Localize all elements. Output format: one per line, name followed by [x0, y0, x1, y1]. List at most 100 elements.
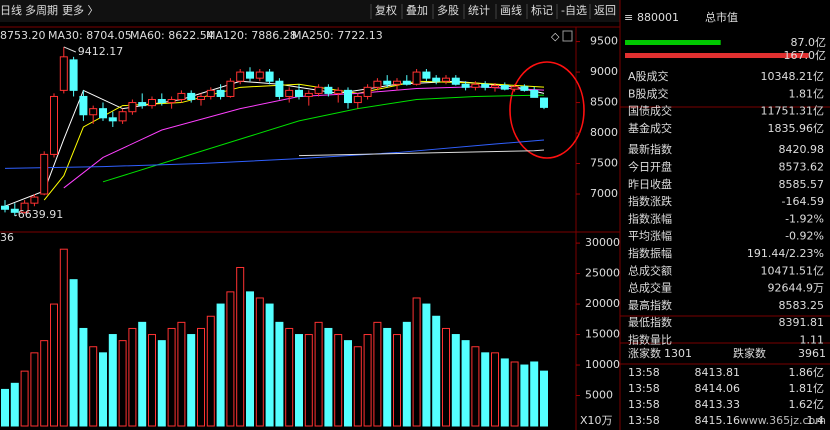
candle-body	[89, 108, 98, 116]
volume-bar	[304, 334, 313, 427]
ma-legend: 8753.20	[0, 29, 46, 42]
candle-body	[393, 80, 401, 85]
toolbar-button[interactable]: 返回	[594, 4, 616, 17]
icon[interactable]	[562, 30, 573, 42]
volume-bar	[530, 361, 539, 427]
toolbar-item[interactable]: 多周期	[25, 3, 58, 17]
candle-body	[108, 117, 117, 122]
candle-body	[422, 71, 431, 79]
ma-legend: MA250: 7722.13	[292, 29, 383, 42]
stat-label: 昨日收盘	[628, 177, 672, 191]
candle-body	[481, 83, 490, 88]
unit-label: X10万	[580, 414, 613, 427]
candle-body	[30, 196, 39, 204]
candle-body	[246, 71, 254, 79]
y-tick-label: 15000	[585, 328, 620, 341]
volume-bar	[167, 327, 176, 427]
volume-bar	[148, 334, 156, 427]
toolbar-button[interactable]: 统计	[468, 4, 490, 17]
candle-body	[226, 80, 235, 97]
stat-label: 最高指数	[628, 298, 672, 312]
volume-bar	[99, 352, 107, 427]
candle-body	[148, 99, 156, 107]
tick-time: 13:58	[628, 414, 660, 427]
toolbar-button[interactable]: 画线	[500, 3, 522, 17]
stat-value: 191.44/2.23%	[747, 247, 824, 260]
ma-line	[4, 139, 545, 169]
icon[interactable]: ◇	[551, 30, 560, 43]
breadth-label: 跌家数	[733, 346, 766, 360]
volume-bar	[187, 334, 196, 427]
volume-bar	[520, 364, 529, 427]
candle-body	[510, 86, 519, 90]
volume-bar	[157, 340, 166, 427]
y-tick-label: 20000	[585, 297, 620, 310]
tick-time: 13:58	[628, 398, 660, 411]
tick-volume: 1.62亿	[789, 398, 825, 411]
stat-value: 8420.98	[779, 143, 825, 156]
ma-legend: MA120: 7886.28	[206, 29, 297, 42]
volume-bar	[30, 352, 39, 427]
candle-body	[1, 205, 9, 210]
volume-bar	[177, 321, 186, 427]
volume-bar	[108, 334, 117, 427]
toolbar-button[interactable]: 叠加	[406, 4, 428, 17]
volume-bar	[491, 352, 499, 427]
volume-bar	[334, 334, 343, 427]
candle-body	[530, 89, 539, 98]
toolbar-item[interactable]: 日线	[0, 3, 22, 17]
volume-label: 36	[0, 231, 14, 244]
volume-bar	[40, 340, 49, 427]
candle-body	[50, 95, 58, 155]
toolbar-button[interactable]: 复权	[375, 3, 397, 17]
volume-bar	[510, 361, 519, 427]
low-label: 6639.91	[18, 208, 64, 221]
ratio-bar	[625, 40, 721, 45]
candle-body	[344, 89, 352, 104]
tick-time: 13:58	[628, 382, 660, 395]
stat-value: 11751.31亿	[761, 105, 825, 118]
candle-body	[275, 80, 284, 97]
toolbar-item[interactable]: 更多 〉	[62, 3, 99, 17]
toolbar-button[interactable]: 标记	[531, 3, 553, 17]
ma-line	[298, 149, 545, 157]
tick-time: 13:58	[628, 366, 660, 379]
volume-bar	[295, 334, 303, 427]
stat-label: 平均涨幅	[628, 230, 672, 243]
stat-label: 基金成交	[628, 121, 672, 135]
candle-body	[285, 89, 294, 97]
stat-value: -1.92%	[785, 212, 824, 225]
stat-label: 今日开盘	[628, 160, 672, 174]
toolbar-button[interactable]: -自选	[561, 4, 587, 17]
volume-bar	[344, 340, 352, 427]
ma-legend: MA60: 8622.54	[130, 29, 214, 42]
ma-line	[102, 94, 545, 183]
volume-bar	[412, 297, 421, 427]
volume-bar	[451, 334, 460, 427]
candle-body	[59, 56, 68, 91]
candle-body	[451, 77, 460, 85]
volume-bar	[373, 321, 382, 427]
stat-value: -0.92%	[785, 230, 824, 243]
breadth-value: 3961	[798, 347, 826, 360]
y-tick-label: 9000	[590, 65, 618, 78]
y-tick-label: 7000	[590, 187, 618, 200]
ratio-bar	[625, 53, 809, 58]
volume-bar	[540, 370, 548, 427]
volume-bar	[197, 327, 205, 427]
candle-body	[128, 102, 137, 113]
volume-bar	[216, 303, 225, 427]
stat-label: B股成交	[628, 86, 669, 100]
volume-bar	[59, 248, 68, 427]
y-tick-label: 5000	[585, 389, 613, 402]
volume-bar	[10, 382, 19, 427]
candle-body	[118, 111, 127, 122]
toolbar-button[interactable]: 多股	[437, 3, 459, 17]
candle-body	[412, 71, 421, 85]
tick-price: 8414.06	[695, 382, 741, 395]
volume-bar	[422, 303, 431, 427]
candle-body	[491, 84, 499, 88]
candle-body	[157, 99, 166, 104]
y-tick-label: 10000	[585, 358, 620, 371]
menu-icon[interactable]: ≡	[624, 11, 633, 24]
